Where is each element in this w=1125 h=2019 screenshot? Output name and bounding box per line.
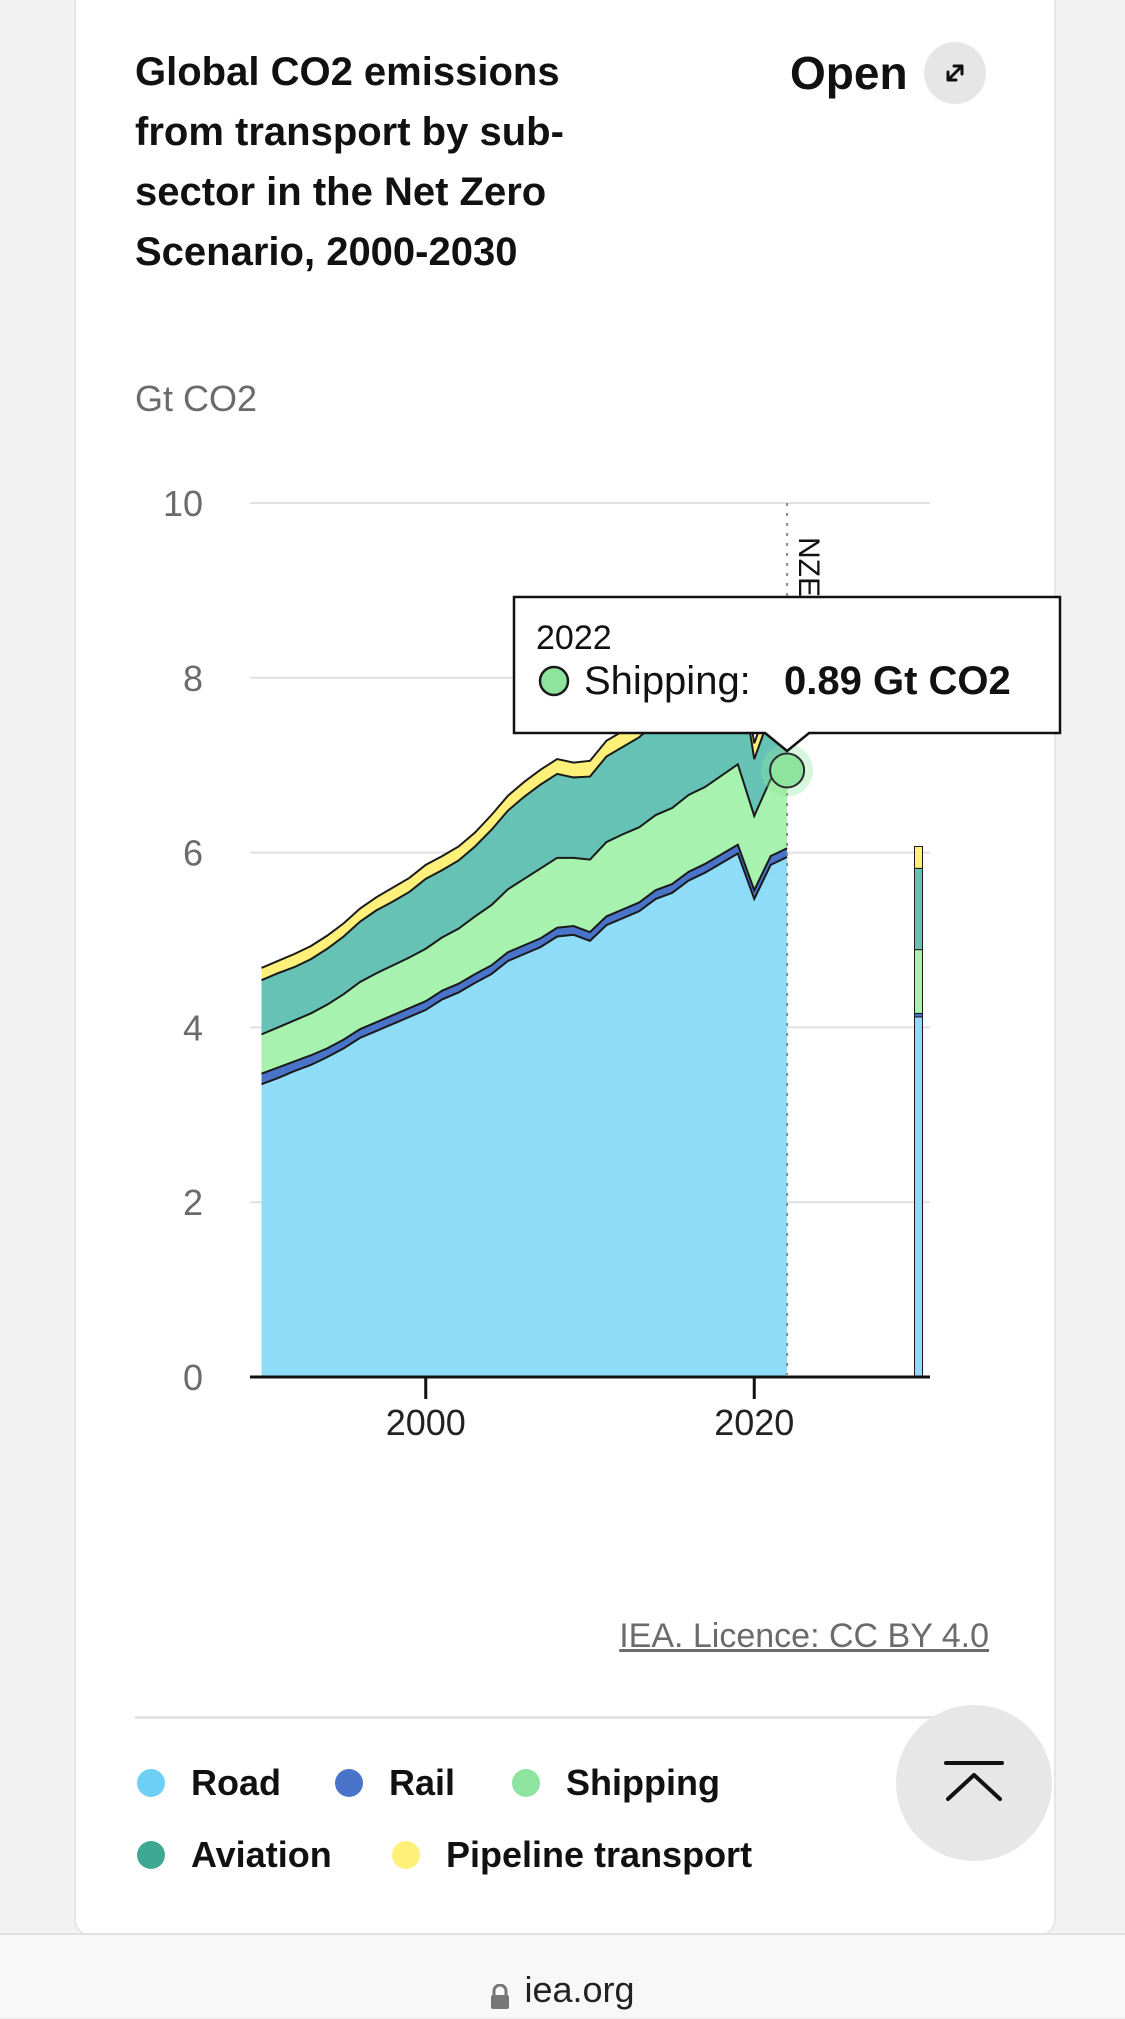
hover-point[interactable] [769,752,806,789]
series-line-road [261,852,788,1086]
open-label: Open [790,47,908,99]
tooltip-series-label: Shipping: [584,659,751,703]
lock-icon [490,1977,510,2009]
y-tick-label: 10 [163,483,203,524]
legend-label: Road [191,1762,281,1803]
legend-item-rail[interactable]: Rail [335,1762,455,1804]
legend-label: Rail [389,1762,456,1803]
series-line-shipping [261,762,788,1036]
nze-marker-label: NZE [792,537,825,597]
area-aviation[interactable] [261,655,788,1035]
projection-bar-aviation[interactable] [914,867,924,951]
legend-item-pipeline-transport[interactable]: Pipeline transport [392,1834,752,1876]
x-tick-label: 2000 [386,1402,466,1443]
y-tick-label: 4 [183,1007,203,1048]
legend-item-road[interactable]: Road [137,1762,281,1804]
area-rail[interactable] [261,844,788,1085]
legend-label: Shipping [566,1762,720,1803]
legend-label: Aviation [191,1834,332,1875]
open-button[interactable]: Open [790,42,986,104]
series-line-rail [261,843,788,1075]
y-tick-label: 2 [183,1182,203,1223]
shipping-swatch-icon [512,1769,540,1797]
chart-title: Global CO2 emissions from transport by s… [135,50,564,274]
y-tick-label: 6 [183,833,203,874]
domain-text: iea.org [524,1969,635,2010]
tooltip-box [512,595,1062,753]
y-tick-label: 8 [183,658,203,699]
projection-bar-pipeline-transport[interactable] [914,845,924,869]
scroll-to-top-button[interactable] [896,1705,1052,1861]
y-axis-unit-label: Gt CO2 [135,378,258,419]
legend-divider [135,1716,990,1719]
tooltip-value: 0.89 Gt CO2 [784,659,1011,703]
y-tick-label: 0 [183,1357,203,1398]
licence-link[interactable]: IEA. Licence: CC BY 4.0 [619,1617,989,1655]
legend-item-shipping[interactable]: Shipping [512,1762,720,1804]
area-pipeline-transport[interactable] [261,638,788,981]
projection-bar-road[interactable] [914,1016,924,1378]
rail-swatch-icon [335,1769,363,1797]
pipeline-transport-swatch-icon [392,1841,420,1869]
expand-icon [923,42,986,104]
projection-bar-shipping[interactable] [914,949,924,1014]
projection-bar-rail[interactable] [914,1012,924,1018]
area-road[interactable] [261,853,788,1377]
road-swatch-icon [137,1769,165,1797]
tooltip-year: 2022 [536,619,612,657]
browser-address-bar[interactable]: iea.org [0,1933,1125,2017]
tooltip-series-icon [538,665,570,697]
area-shipping[interactable] [261,764,788,1074]
x-tick-label: 2020 [714,1402,794,1443]
address-display: iea.org [0,1969,1125,2011]
legend-label: Pipeline transport [446,1834,753,1875]
aviation-swatch-icon [137,1841,165,1869]
scroll-to-top-icon [944,1761,1004,1801]
legend-item-aviation[interactable]: Aviation [137,1834,332,1876]
